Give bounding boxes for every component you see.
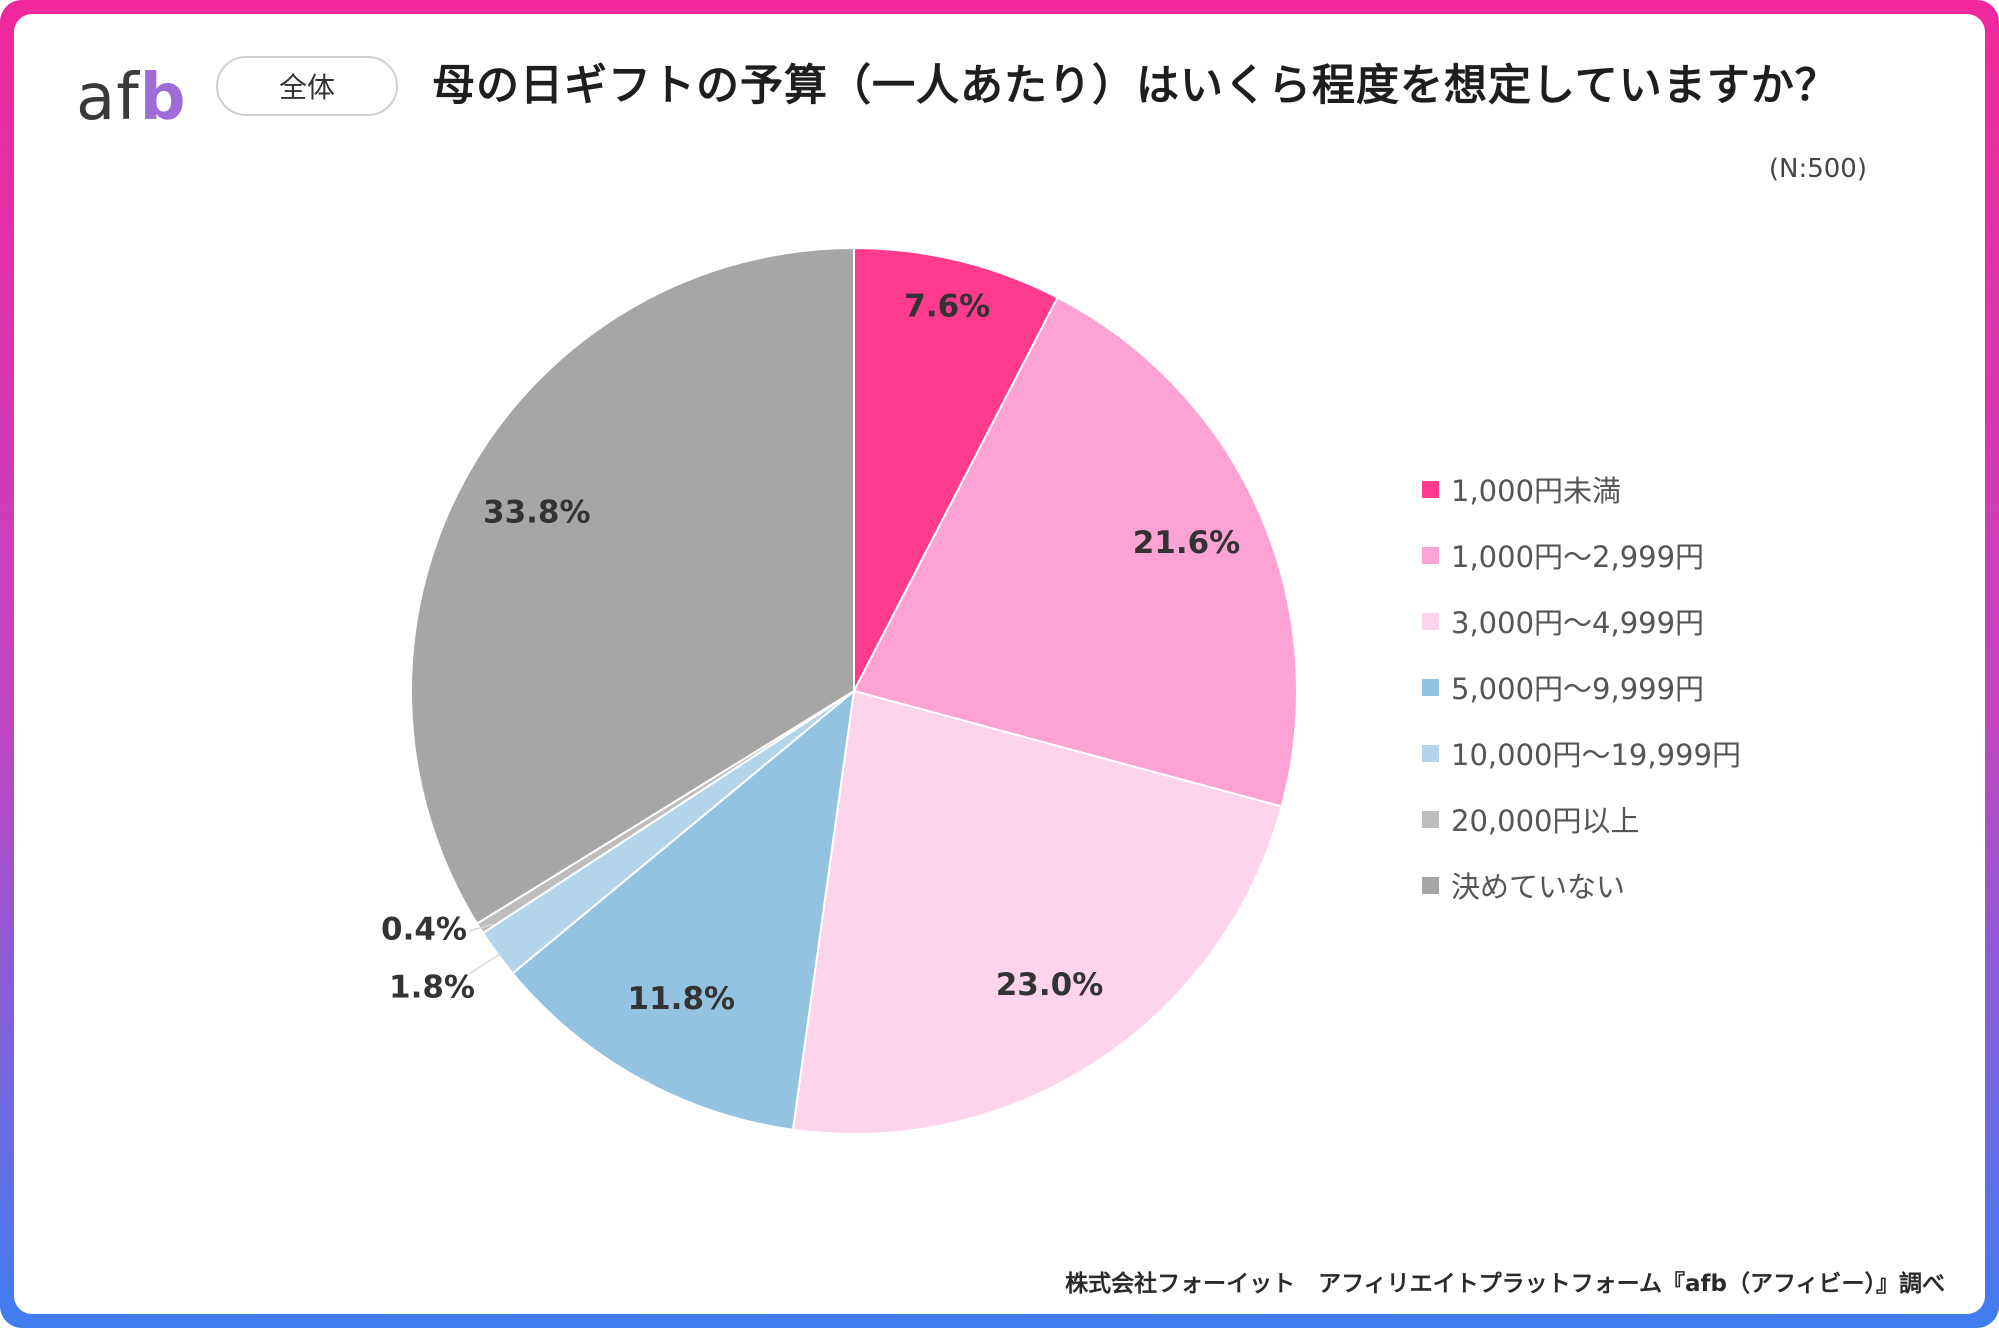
leader-line-5 (468, 953, 501, 975)
chart-title: 母の日ギフトの予算（一人あたり）はいくら程度を想定していますか？ (432, 61, 1839, 111)
logo-text-af: af (76, 61, 140, 135)
legend-swatch (1422, 744, 1439, 762)
pie-slice-3 (791, 689, 1283, 1135)
pie-slice-4 (511, 688, 856, 1131)
legend-label: 20,000円以上 (1451, 804, 1640, 838)
pie-slice-7 (410, 246, 855, 926)
legend-swatch (1422, 678, 1439, 696)
slice-label-6: 0.4% (381, 912, 467, 948)
slice-label-3: 23.0% (996, 967, 1104, 1003)
legend-item-1: 1,000円未満 (1422, 456, 1741, 522)
slice-label-2: 21.6% (1133, 525, 1241, 561)
legend-swatch (1422, 876, 1439, 894)
legend-swatch (1422, 612, 1439, 630)
leader-line-6 (468, 923, 495, 932)
pie-slice-2 (852, 296, 1298, 808)
legend-label: 決めていない (1451, 870, 1626, 904)
slice-label-1: 7.6% (904, 288, 990, 324)
pie-slice-1 (853, 246, 1059, 692)
legend-swatch (1422, 810, 1439, 828)
legend-label: 1,000円未満 (1451, 474, 1622, 508)
legend-label: 1,000円～2,999円 (1451, 540, 1705, 574)
afb-logo: af b (76, 58, 187, 138)
legend-swatch (1422, 546, 1439, 564)
legend-item-6: 20,000円以上 (1422, 786, 1741, 852)
segment-badge: 全体 (216, 56, 398, 116)
legend: 1,000円未満 1,000円～2,999円 3,000円～4,999円 5,000円… (1422, 456, 1741, 918)
legend-label: 3,000円～4,999円 (1451, 606, 1705, 640)
legend-item-7: 決めていない (1422, 852, 1741, 918)
source-note: 株式会社フォーイット アフィリエイトプラットフォーム『afb（アフィビー）』調べ (1065, 1271, 1945, 1297)
legend-label: 10,000円～19,999円 (1451, 738, 1741, 772)
slice-label-4: 11.8% (628, 981, 736, 1017)
legend-item-2: 1,000円～2,999円 (1422, 522, 1741, 588)
legend-item-4: 5,000円～9,999円 (1422, 654, 1741, 720)
logo-text-b: b (139, 61, 187, 135)
legend-swatch (1422, 480, 1439, 498)
pie-chart: 7.6% 21.6% 23.0% 11.8% 1.8% 0.4% 33.8% (381, 246, 1298, 1135)
slice-label-7: 33.8% (483, 495, 591, 531)
legend-item-5: 10,000円～19,999円 (1422, 720, 1741, 786)
legend-label: 5,000円～9,999円 (1451, 672, 1705, 706)
sample-size: (N:500) (1768, 154, 1867, 184)
legend-item-3: 3,000円～4,999円 (1422, 588, 1741, 654)
slice-label-5: 1.8% (389, 970, 475, 1006)
chart-panel: af b 全体 母の日ギフトの予算（一人あたり）はいくら程度を想定していますか？ … (14, 14, 1985, 1314)
